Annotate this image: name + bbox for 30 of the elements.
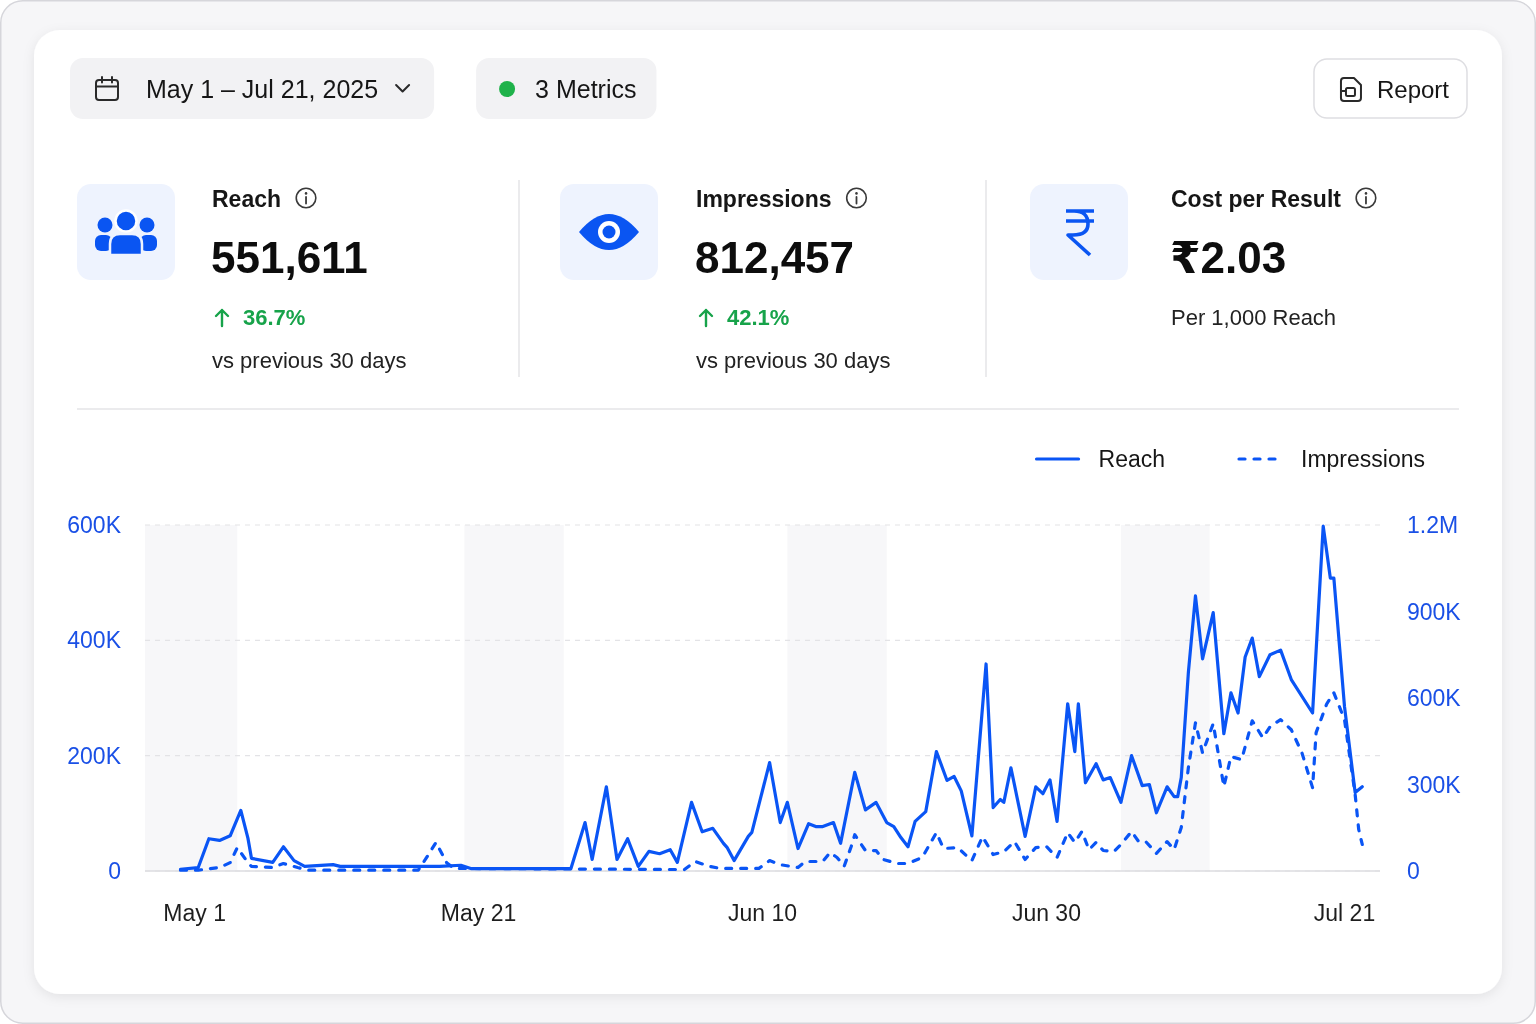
y-tick-label: 0 xyxy=(108,858,121,884)
text: Per 1,000 Reach xyxy=(1171,305,1337,330)
text: vs previous 30 days xyxy=(212,348,407,373)
text: 36.7% xyxy=(243,305,306,330)
text: 3 Metrics xyxy=(535,75,637,103)
text: Impressions xyxy=(696,186,832,212)
x-tick-label: May 1 xyxy=(163,900,226,926)
y-tick-label: 200K xyxy=(67,742,122,769)
x-tick-label: Jun 10 xyxy=(727,900,798,926)
text: Cost per Result xyxy=(1171,186,1342,212)
text: Reach xyxy=(212,186,282,212)
legend-label: Reach xyxy=(1098,446,1166,472)
text: vs previous 30 days xyxy=(696,348,891,373)
y-tick-label: 400K xyxy=(67,627,122,654)
text: 551,611 xyxy=(211,233,368,282)
y2-tick-label: 0 xyxy=(1407,858,1420,884)
y2-tick-label: 300K xyxy=(1407,771,1462,798)
text: 42.1% xyxy=(727,305,790,330)
x-tick-label: Jul 21 xyxy=(1313,900,1376,926)
x-tick-label: Jun 30 xyxy=(1011,900,1081,926)
legend-label: Impressions xyxy=(1301,446,1425,472)
text: Report xyxy=(1376,76,1450,103)
y2-tick-label: 900K xyxy=(1407,598,1462,625)
y2-tick-label: 600K xyxy=(1407,685,1462,711)
x-tick-label: May 21 xyxy=(440,900,517,926)
y2-tick-label: 1.2M xyxy=(1407,512,1459,538)
text: May 1 – Jul 21, 2025 xyxy=(146,75,379,103)
text: 812,457 xyxy=(695,233,855,282)
y-tick-label: 600K xyxy=(67,512,122,538)
text: ₹2.03 xyxy=(1170,233,1287,282)
